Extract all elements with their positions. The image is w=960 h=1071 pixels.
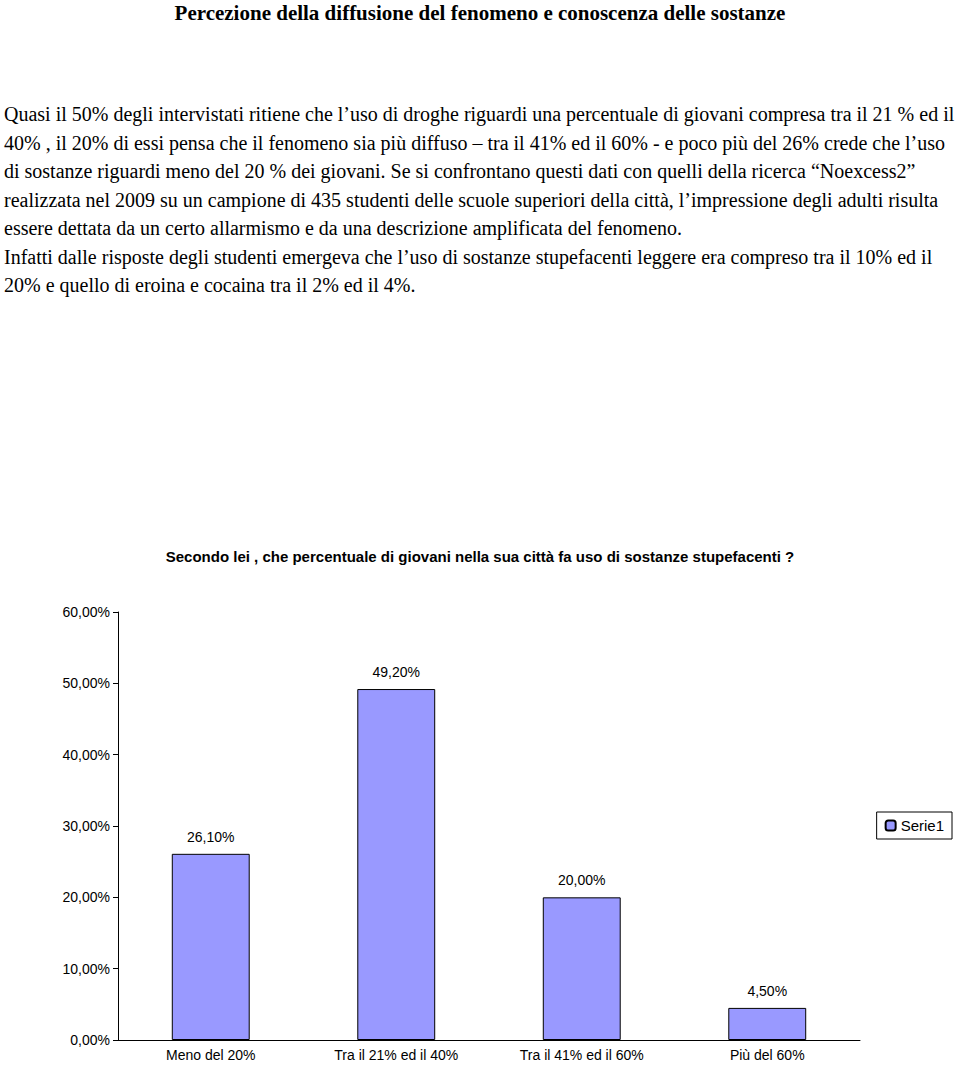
svg-text:10,00%: 10,00% xyxy=(63,961,110,977)
svg-text:Tra il 21% ed il 40%: Tra il 21% ed il 40% xyxy=(334,1047,458,1063)
svg-text:20,00%: 20,00% xyxy=(558,872,605,888)
svg-text:Meno del 20%: Meno del 20% xyxy=(166,1047,256,1063)
svg-text:Serie1: Serie1 xyxy=(901,817,944,834)
svg-text:4,50%: 4,50% xyxy=(747,983,787,999)
svg-text:60,00%: 60,00% xyxy=(63,604,110,620)
svg-text:Più del 60%: Più del 60% xyxy=(730,1047,805,1063)
svg-text:Tra il 41% ed il 60%: Tra il 41% ed il 60% xyxy=(520,1047,644,1063)
svg-text:20,00%: 20,00% xyxy=(63,889,110,905)
html-text:Percezione della diffusione de: Percezione della diffusione del fenomeno… xyxy=(174,1,786,25)
svg-text:49,20%: 49,20% xyxy=(373,664,420,680)
svg-text:Secondo lei , che percentuale: Secondo lei , che percentuale di giovani… xyxy=(166,548,795,565)
html-text:Quasi il 50% degli intervistat: Quasi il 50% degli intervistati ritiene … xyxy=(4,103,955,239)
svg-text:0,00%: 0,00% xyxy=(70,1032,110,1048)
svg-text:50,00%: 50,00% xyxy=(63,675,110,691)
svg-text:26,10%: 26,10% xyxy=(187,829,234,845)
svg-text:30,00%: 30,00% xyxy=(63,818,110,834)
html-text:Infatti dalle risposte degli s: Infatti dalle risposte degli studenti em… xyxy=(4,245,933,296)
svg-text:40,00%: 40,00% xyxy=(63,747,110,763)
